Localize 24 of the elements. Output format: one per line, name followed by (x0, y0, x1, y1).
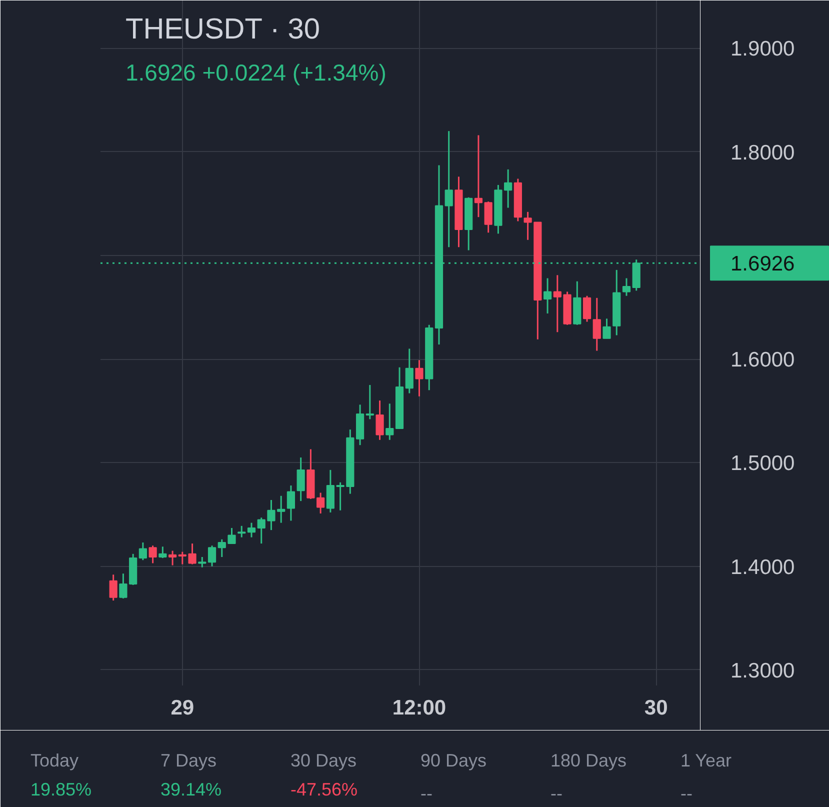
text: -- (680, 784, 692, 804)
y-tick-label: 1.6000 (730, 348, 795, 372)
text: -- (550, 784, 562, 804)
text: 39.14% (160, 780, 222, 800)
y-tick-label: 1.5000 (730, 452, 795, 476)
x-tick-label: 30 (644, 696, 668, 720)
text: -- (420, 784, 432, 804)
text: -47.56% (290, 780, 358, 800)
chart-title: THEUSDT · 30 (126, 14, 320, 46)
text: 30 Days (290, 750, 357, 770)
y-tick-label: 1.9000 (730, 38, 795, 61)
ref-line-label: 1.6926 (730, 252, 795, 276)
text: 90 Days (420, 750, 487, 770)
text: 7 Days (160, 750, 217, 770)
y-tick-label: 1.8000 (730, 141, 795, 164)
text: 180 Days (550, 750, 627, 770)
text: 1 Year (680, 750, 732, 770)
text: Today (30, 750, 79, 770)
y-tick-label: 1.4000 (730, 556, 795, 579)
text: 19.85% (30, 780, 92, 800)
y-tick-label: 1.3000 (730, 659, 795, 682)
x-tick-label: 12:00 (392, 696, 446, 720)
text: 1.6926 +0.0224 (+1.34%) (126, 60, 386, 86)
x-tick-label: 29 (170, 696, 194, 720)
